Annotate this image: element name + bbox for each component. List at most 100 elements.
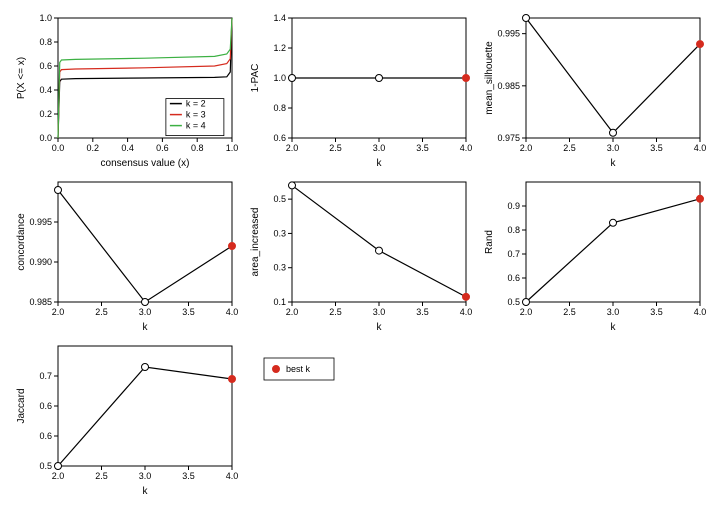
svg-text:0.6: 0.6 [273,133,286,143]
svg-text:0.7: 0.7 [39,371,52,381]
svg-text:3.5: 3.5 [650,143,663,153]
svg-text:2.5: 2.5 [329,307,342,317]
svg-text:2.5: 2.5 [563,307,576,317]
best-k-point [697,41,704,48]
panel-area: 2.02.53.03.54.00.10.30.30.5karea_increas… [244,174,474,334]
svg-text:2.5: 2.5 [95,307,108,317]
svg-text:0.7: 0.7 [507,249,520,259]
x-axis-label: consensus value (x) [101,158,190,169]
chart-grid: 0.00.20.40.60.81.00.00.20.40.60.81.0cons… [10,10,710,498]
svg-text:1.0: 1.0 [39,13,52,23]
svg-text:2.0: 2.0 [286,143,299,153]
x-axis-label: k [143,322,149,333]
svg-text:3.5: 3.5 [416,307,429,317]
svg-text:3.5: 3.5 [416,143,429,153]
panel-svg: 2.02.53.03.54.00.60.81.01.21.4k1-PAC [244,10,474,170]
svg-text:0.1: 0.1 [273,297,286,307]
panel-svg: 2.02.53.03.54.00.10.30.30.5karea_increas… [244,174,474,334]
svg-text:0.0: 0.0 [39,133,52,143]
svg-text:0.5: 0.5 [273,194,286,204]
svg-text:3.0: 3.0 [139,307,152,317]
svg-text:3.0: 3.0 [373,143,386,153]
svg-text:0.995: 0.995 [29,217,52,227]
svg-text:2.5: 2.5 [95,471,108,481]
svg-text:0.985: 0.985 [497,81,520,91]
metric-line [58,367,232,466]
panel-svg: 2.02.53.03.54.00.50.60.70.80.9kRand [478,174,708,334]
svg-text:0.8: 0.8 [507,225,520,235]
x-axis-label: k [377,158,383,169]
data-point [376,247,383,254]
panel-pac: 2.02.53.03.54.00.60.81.01.21.4k1-PAC [244,10,474,170]
best-k-point [229,376,236,383]
panel-svg: 2.02.53.03.54.00.9850.9900.995kconcordan… [10,174,240,334]
best-k-point [697,195,704,202]
svg-text:0.8: 0.8 [191,143,204,153]
data-point [610,129,617,136]
svg-text:4.0: 4.0 [460,307,473,317]
svg-text:0.6: 0.6 [39,401,52,411]
legend-item: k = 4 [186,121,206,131]
data-point [289,182,296,189]
legend-item: k = 3 [186,110,206,120]
svg-text:4.0: 4.0 [226,471,239,481]
panel-bestk: best k [244,338,474,498]
data-point [289,75,296,82]
svg-text:0.4: 0.4 [121,143,134,153]
legend-item: k = 2 [186,99,206,109]
svg-text:0.6: 0.6 [507,273,520,283]
y-axis-label: area_increased [250,208,261,277]
svg-text:2.0: 2.0 [520,307,533,317]
svg-text:2.0: 2.0 [52,307,65,317]
svg-text:0.5: 0.5 [39,461,52,471]
svg-text:1.2: 1.2 [273,43,286,53]
svg-text:4.0: 4.0 [226,307,239,317]
svg-text:2.5: 2.5 [329,143,342,153]
svg-text:2.5: 2.5 [563,143,576,153]
best-k-point [463,75,470,82]
data-point [376,75,383,82]
svg-text:1.0: 1.0 [226,143,239,153]
svg-text:4.0: 4.0 [460,143,473,153]
panel-cdf: 0.00.20.40.60.81.00.00.20.40.60.81.0cons… [10,10,240,170]
metric-line [526,18,700,133]
svg-text:4.0: 4.0 [694,307,707,317]
bestk-label: best k [286,364,311,374]
x-axis-label: k [143,486,149,497]
panel-svg: best k [244,338,474,498]
svg-text:0.8: 0.8 [273,103,286,113]
y-axis-label: P(X <= x) [16,57,27,99]
svg-text:0.990: 0.990 [29,257,52,267]
x-axis-label: k [611,158,617,169]
data-point [55,187,62,194]
svg-text:0.6: 0.6 [156,143,169,153]
svg-text:0.2: 0.2 [39,109,52,119]
svg-text:0.8: 0.8 [39,37,52,47]
data-point [142,364,149,371]
svg-text:3.0: 3.0 [373,307,386,317]
y-axis-label: concordance [16,213,27,271]
data-point [142,299,149,306]
svg-text:0.2: 0.2 [87,143,100,153]
svg-text:1.0: 1.0 [273,73,286,83]
data-point [55,463,62,470]
metric-line [526,199,700,302]
y-axis-label: mean_silhouette [484,41,495,115]
y-axis-label: 1-PAC [250,64,261,93]
y-axis-label: Jaccard [16,388,27,423]
bestk-dot [273,366,280,373]
svg-text:0.3: 0.3 [273,263,286,273]
svg-text:0.4: 0.4 [39,85,52,95]
metric-line [292,185,466,296]
svg-text:0.3: 0.3 [273,228,286,238]
cdf-series [58,18,232,138]
y-axis-label: Rand [484,230,495,254]
svg-text:0.9: 0.9 [507,201,520,211]
panel-sil: 2.02.53.03.54.00.9750.9850.995kmean_silh… [478,10,708,170]
metric-line [58,190,232,302]
svg-text:4.0: 4.0 [694,143,707,153]
svg-text:0.975: 0.975 [497,133,520,143]
svg-text:3.0: 3.0 [607,143,620,153]
panel-rand: 2.02.53.03.54.00.50.60.70.80.9kRand [478,174,708,334]
svg-text:2.0: 2.0 [520,143,533,153]
